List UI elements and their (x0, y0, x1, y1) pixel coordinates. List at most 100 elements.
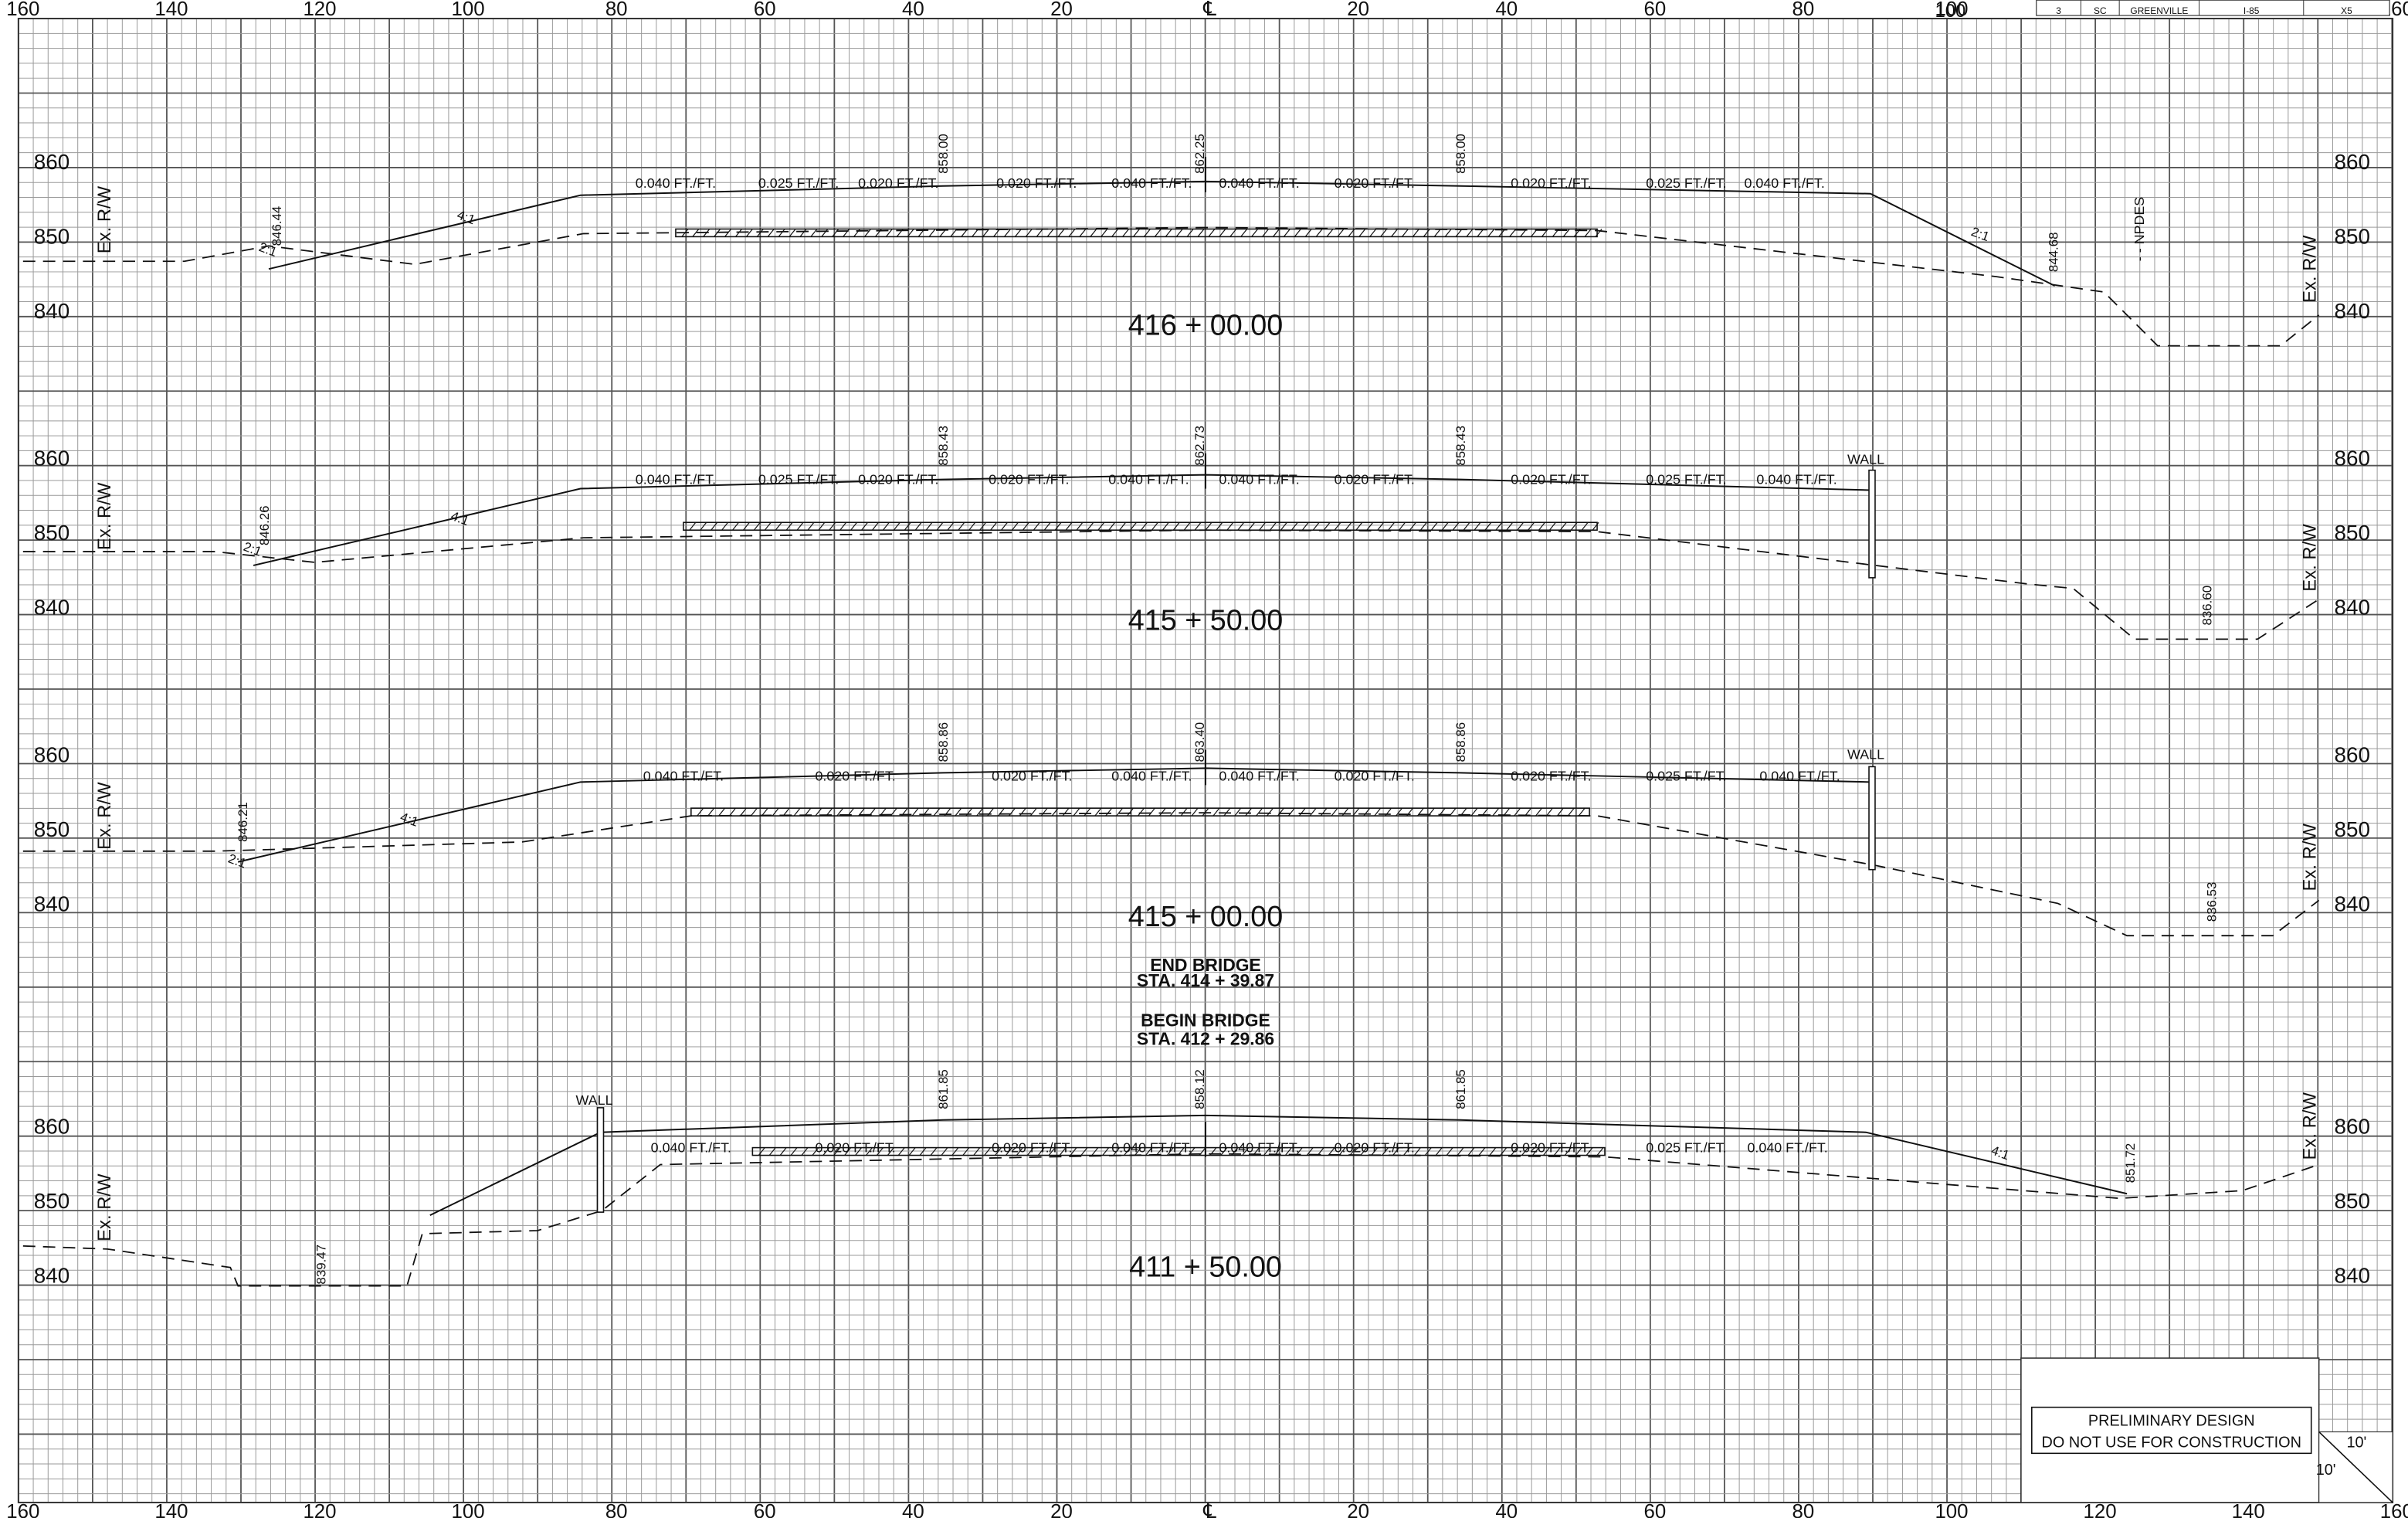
spot-elevation: 861.85 (1453, 1069, 1468, 1109)
pavement-hatch (1025, 229, 1033, 237)
pavement-hatch (1036, 229, 1043, 237)
elevation-label-left: 850 (34, 521, 70, 545)
pavement-hatch (1209, 1147, 1217, 1156)
pavement-hatch (968, 521, 976, 531)
bridge-note: END BRIDGE (1150, 955, 1261, 975)
pavement-hatch (1070, 1147, 1077, 1156)
pavement-hatch (1242, 1147, 1250, 1156)
pavement-hatch (861, 521, 868, 531)
grade-label: 0.040 FT./FT. (1108, 472, 1189, 487)
pavement-hatch (1199, 1147, 1206, 1156)
label: WALL (1847, 746, 1884, 762)
pavement-hatch (1177, 1147, 1185, 1156)
pavement-layer (675, 228, 1598, 238)
pavement-hatch (1542, 1147, 1550, 1156)
pavement-hatch (1320, 807, 1328, 817)
elevation-label-left: 840 (34, 1264, 70, 1288)
offset-label-bottom: 60 (754, 1501, 776, 1518)
pavement-hatch (1559, 521, 1567, 531)
offset-label-bottom: 100 (452, 1501, 485, 1518)
pavement-hatch (700, 521, 707, 531)
elevation-label-right: 850 (2335, 817, 2370, 841)
pavement-hatch (1531, 229, 1538, 237)
pavement-hatch (779, 1147, 787, 1156)
pavement-hatch (844, 1147, 852, 1156)
pavement-hatch (885, 229, 893, 237)
pavement-hatch (1283, 229, 1290, 237)
pavement-hatch (1416, 807, 1424, 817)
pavement-hatch (908, 1147, 916, 1156)
pavement-hatch (742, 521, 750, 531)
pavement-hatch (1433, 229, 1441, 237)
pavement-hatch (887, 1147, 894, 1156)
offset-label-top: 60 (1643, 0, 1666, 20)
pavement-hatch (928, 229, 936, 237)
pavement-hatch (1304, 229, 1312, 237)
pavement-hatch (1377, 521, 1385, 531)
pavement-hatch (1396, 807, 1402, 817)
spot-elevation: 863.40 (1192, 722, 1207, 762)
pavement-hatch (799, 229, 807, 237)
pavement-hatch (1191, 807, 1199, 817)
pavement-hatch (1277, 807, 1284, 817)
pavement-hatch (1188, 1147, 1196, 1156)
grade-label: 0.025 FT./FT. (758, 175, 839, 191)
grade-label: 0.025 FT./FT. (1646, 1140, 1726, 1156)
pavement-hatch (879, 807, 887, 817)
offset-label-top: 100 (1935, 0, 1968, 20)
pavement-hatch (1385, 807, 1392, 817)
disclaimer-text: PRELIMINARY DESIGN (2088, 1413, 2255, 1430)
grade-label: 0.040 FT./FT. (1756, 472, 1837, 487)
pavement-hatch (1259, 521, 1267, 531)
pavement-hatch (1145, 1147, 1152, 1156)
pavement-hatch (944, 807, 951, 817)
row-label-left: Ex. R/W (94, 1173, 115, 1241)
pavement-hatch (1392, 1147, 1400, 1156)
pavement-hatch (872, 521, 879, 531)
pavement-hatch (904, 521, 911, 531)
pavement-hatch (1423, 229, 1430, 237)
offset-label-bottom: 80 (1792, 1501, 1815, 1518)
pavement-hatch (1154, 229, 1162, 237)
row-label-right: Ex. R/W (2300, 824, 2321, 891)
pavement-hatch (1463, 521, 1470, 531)
pavement-hatch (790, 1147, 798, 1156)
pavement-hatch (890, 807, 897, 817)
pavement-hatch (1101, 229, 1108, 237)
pavement-hatch (1122, 229, 1130, 237)
pavement-hatch (1366, 521, 1374, 531)
pavement-hatch (1267, 807, 1274, 817)
pavement-hatch (1413, 1147, 1421, 1156)
pavement-hatch (767, 229, 775, 237)
title-block-cell: SC (2094, 5, 2107, 16)
wall (1868, 469, 1876, 579)
pavement-hatch (933, 807, 941, 817)
offset-label-bottom: ℄ (1202, 1501, 1216, 1518)
spot-elevation: 836.60 (2199, 586, 2214, 626)
pavement-hatch (939, 229, 947, 237)
pavement-hatch (756, 229, 764, 237)
design-profile (237, 767, 1871, 863)
pavement-hatch (1312, 521, 1320, 531)
pavement-hatch (1567, 807, 1575, 817)
pavement-hatch (1124, 1147, 1131, 1156)
spot-elevation: 851.72 (2123, 1143, 2138, 1183)
elevation-label-right: 840 (2335, 1264, 2370, 1288)
pavement-hatch (843, 229, 850, 237)
elevation-label-left: 860 (34, 742, 70, 766)
grade-label: 0.020 FT./FT. (996, 175, 1077, 191)
elevation-label-right: 840 (2335, 596, 2370, 620)
pavement-hatch (1001, 521, 1008, 531)
pavement-hatch (1481, 807, 1489, 817)
label: WALL (1847, 452, 1884, 467)
pavement-hatch (1495, 521, 1503, 531)
pavement-hatch (1525, 807, 1532, 817)
pavement-hatch (1489, 1147, 1497, 1156)
pavement-hatch (847, 807, 855, 817)
pavement-hatch (1202, 807, 1209, 817)
pavement-hatch (896, 229, 904, 237)
offset-label-top: 100 (452, 0, 485, 20)
pavement-hatch (1492, 807, 1500, 817)
pavement-hatch (1116, 807, 1124, 817)
disclaimer-frame (2031, 1406, 2312, 1455)
